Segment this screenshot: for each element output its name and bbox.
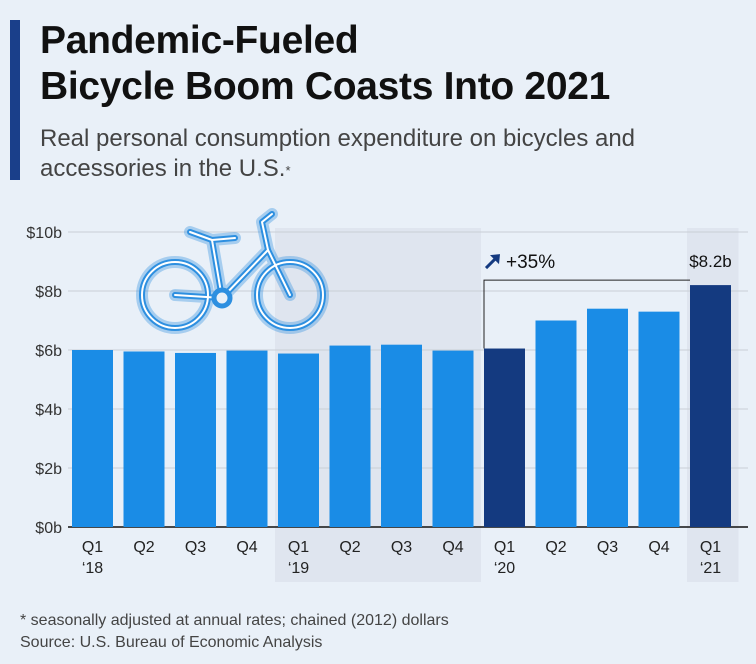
last-value-label: $8.2b (689, 252, 732, 271)
bar (690, 285, 731, 527)
x-axis-labels: Q1 ‘18 Q2 Q3 Q4 Q1 ‘19 Q2 Q3 Q4 Q1 ‘20 Q2 Q3 Q4 Q1 ‘21 (82, 539, 721, 577)
x-tick-label: Q1 (288, 539, 309, 556)
x-tick-label: Q2 (133, 539, 154, 556)
title-line-2: Bicycle Boom Coasts Into 2021 (40, 65, 610, 108)
chart-subtitle: Real personal consumption expenditure on… (40, 124, 730, 184)
bar (278, 353, 319, 527)
y-tick-label: $10b (26, 225, 62, 242)
footnote: * seasonally adjusted at annual rates; c… (20, 612, 449, 629)
bar (381, 344, 422, 527)
x-tick-label: Q3 (597, 539, 618, 556)
bar (535, 320, 577, 527)
bicycle-icon (136, 208, 329, 334)
bar (175, 352, 216, 527)
bar (484, 348, 525, 527)
x-tick-label: Q4 (442, 539, 463, 556)
y-tick-label: $6b (35, 343, 62, 360)
x-tick-label: ‘21 (700, 560, 721, 577)
chart-title: Pandemic-Fueled Bicycle Boom Coasts Into… (40, 18, 740, 110)
x-tick-label: Q2 (339, 539, 360, 556)
x-tick-label: Q3 (185, 539, 206, 556)
bar (638, 311, 680, 527)
x-tick-label: Q2 (545, 539, 566, 556)
growth-label: +35% (506, 252, 555, 273)
annotations: +35% $8.2b (483, 252, 732, 349)
y-tick-label: $2b (35, 461, 62, 478)
title-line-1: Pandemic-Fueled (40, 19, 359, 62)
x-tick-label: ‘19 (288, 560, 309, 577)
bar (432, 350, 474, 527)
subtitle-footnote-mark: * (285, 163, 291, 178)
bar (329, 345, 371, 527)
bar (123, 351, 165, 527)
y-tick-label: $8b (35, 284, 62, 301)
bar (587, 308, 628, 527)
x-tick-label: ‘18 (82, 560, 103, 577)
x-tick-label: Q3 (391, 539, 412, 556)
x-tick-label: Q4 (236, 539, 257, 556)
growth-bracket (483, 279, 690, 349)
footnote-block: * seasonally adjusted at annual rates; c… (20, 610, 449, 654)
arrow-head-icon (490, 254, 500, 265)
x-tick-label: Q1 (494, 539, 515, 556)
source: Source: U.S. Bureau of Economic Analysis (20, 634, 323, 651)
bar (226, 350, 268, 527)
bar (72, 350, 113, 527)
title-accent-bar (10, 20, 20, 180)
subtitle-text: Real personal consumption expenditure on… (40, 125, 636, 182)
y-tick-label: $4b (35, 402, 62, 419)
x-tick-label: Q1 (700, 539, 721, 556)
bars (72, 285, 731, 527)
x-tick-label: Q4 (648, 539, 669, 556)
x-tick-label: ‘20 (494, 560, 515, 577)
y-tick-label: $0b (35, 520, 62, 537)
x-tick-label: Q1 (82, 539, 103, 556)
